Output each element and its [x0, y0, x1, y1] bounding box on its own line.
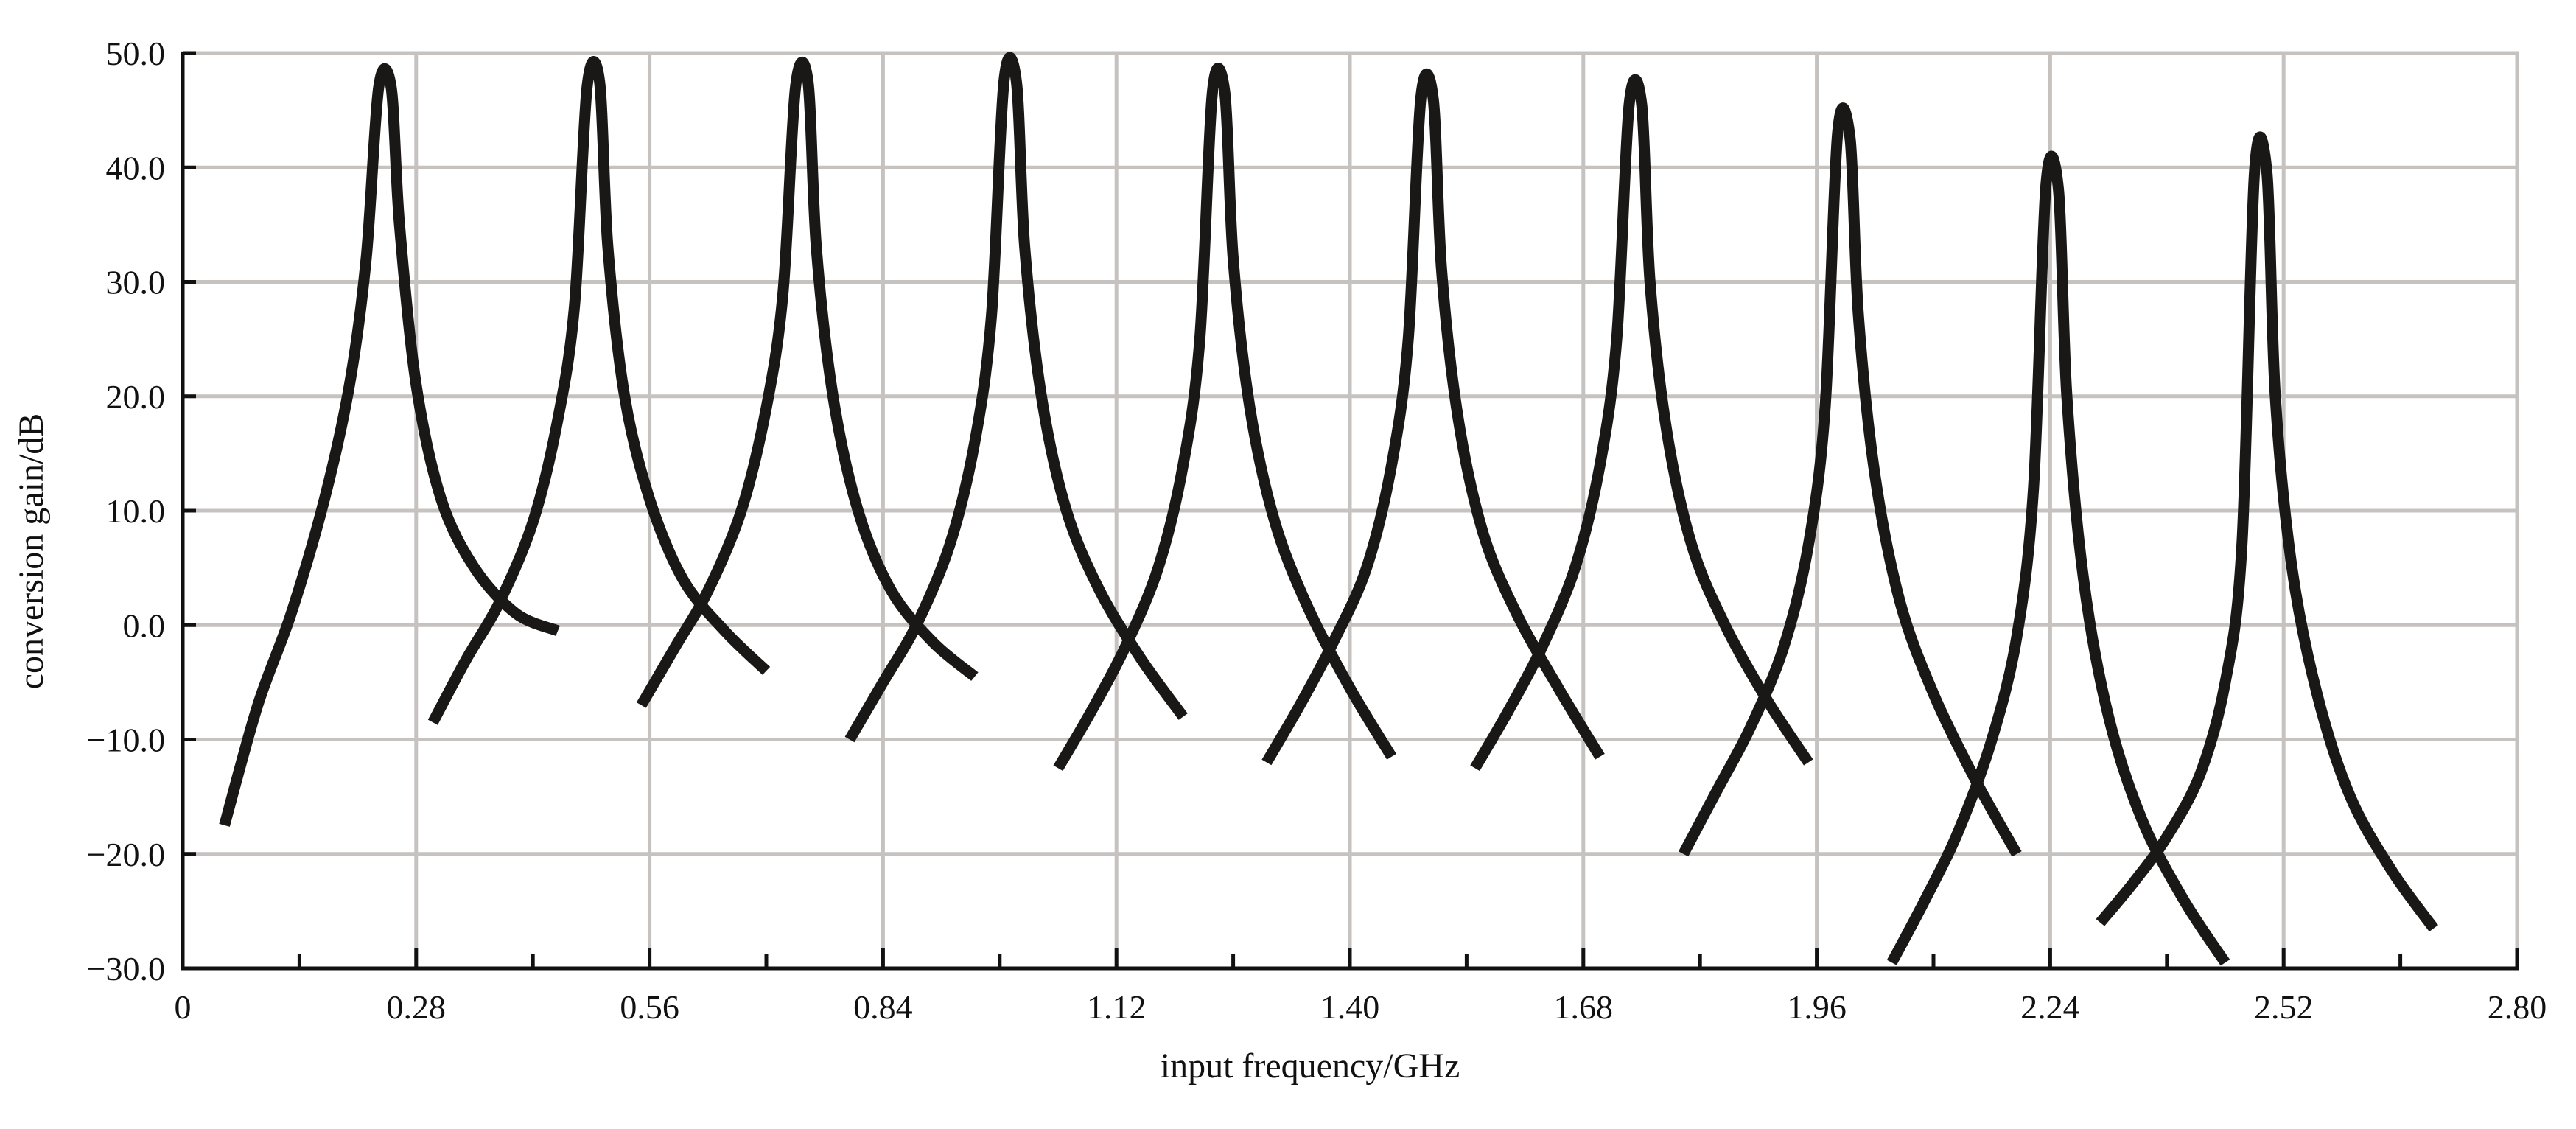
y-tick-label: −30.0 [87, 950, 165, 988]
x-tick-label: 2.24 [2020, 988, 2080, 1026]
y-tick-label: 20.0 [106, 378, 166, 416]
y-tick-label: −10.0 [87, 721, 165, 759]
x-tick-label: 0.84 [853, 988, 913, 1026]
gain-curve-2 [427, 55, 771, 725]
x-tick-label: 1.96 [1787, 988, 1847, 1026]
y-tick-label: 10.0 [106, 492, 166, 530]
x-tick-label: 1.12 [1087, 988, 1147, 1026]
gain-curve-7 [1470, 74, 1813, 772]
tick-labels: 0 0.28 0.56 0.84 1.12 1.40 1.68 1.96 2.24 2.52 2.8… [87, 35, 2547, 1026]
gain-curve-1 [219, 63, 560, 827]
gain-curve-3 [636, 56, 979, 708]
y-tick-label: 40.0 [106, 149, 166, 186]
gain-curve-5 [1053, 62, 1397, 772]
axes [181, 51, 2519, 971]
y-axis-title: conversion gain/dB [12, 413, 51, 690]
x-tick-label: 2.52 [2254, 988, 2314, 1026]
y-tick-label: 0.0 [123, 607, 166, 644]
x-tick-label: 1.68 [1554, 988, 1614, 1026]
x-tick-label: 0.56 [620, 988, 679, 1026]
gain-curve-8 [1678, 102, 2022, 857]
gain-curve-4 [844, 52, 1188, 743]
x-tick-label: 1.40 [1320, 988, 1380, 1026]
x-axis-title: input frequency/GHz [1161, 1046, 1460, 1086]
y-tick-label: 50.0 [106, 35, 166, 72]
x-tick-label: 2.80 [2488, 988, 2547, 1026]
x-tick-label: 0 [175, 988, 192, 1026]
gain-curve-10 [2096, 131, 2438, 932]
y-tick-label: −20.0 [87, 836, 165, 873]
y-tick-label: 30.0 [106, 264, 166, 301]
series-layer [219, 52, 2438, 966]
gain-curve-9 [1886, 150, 2230, 966]
x-tick-label: 0.28 [387, 988, 447, 1026]
gain-curve-6 [1261, 68, 1605, 766]
